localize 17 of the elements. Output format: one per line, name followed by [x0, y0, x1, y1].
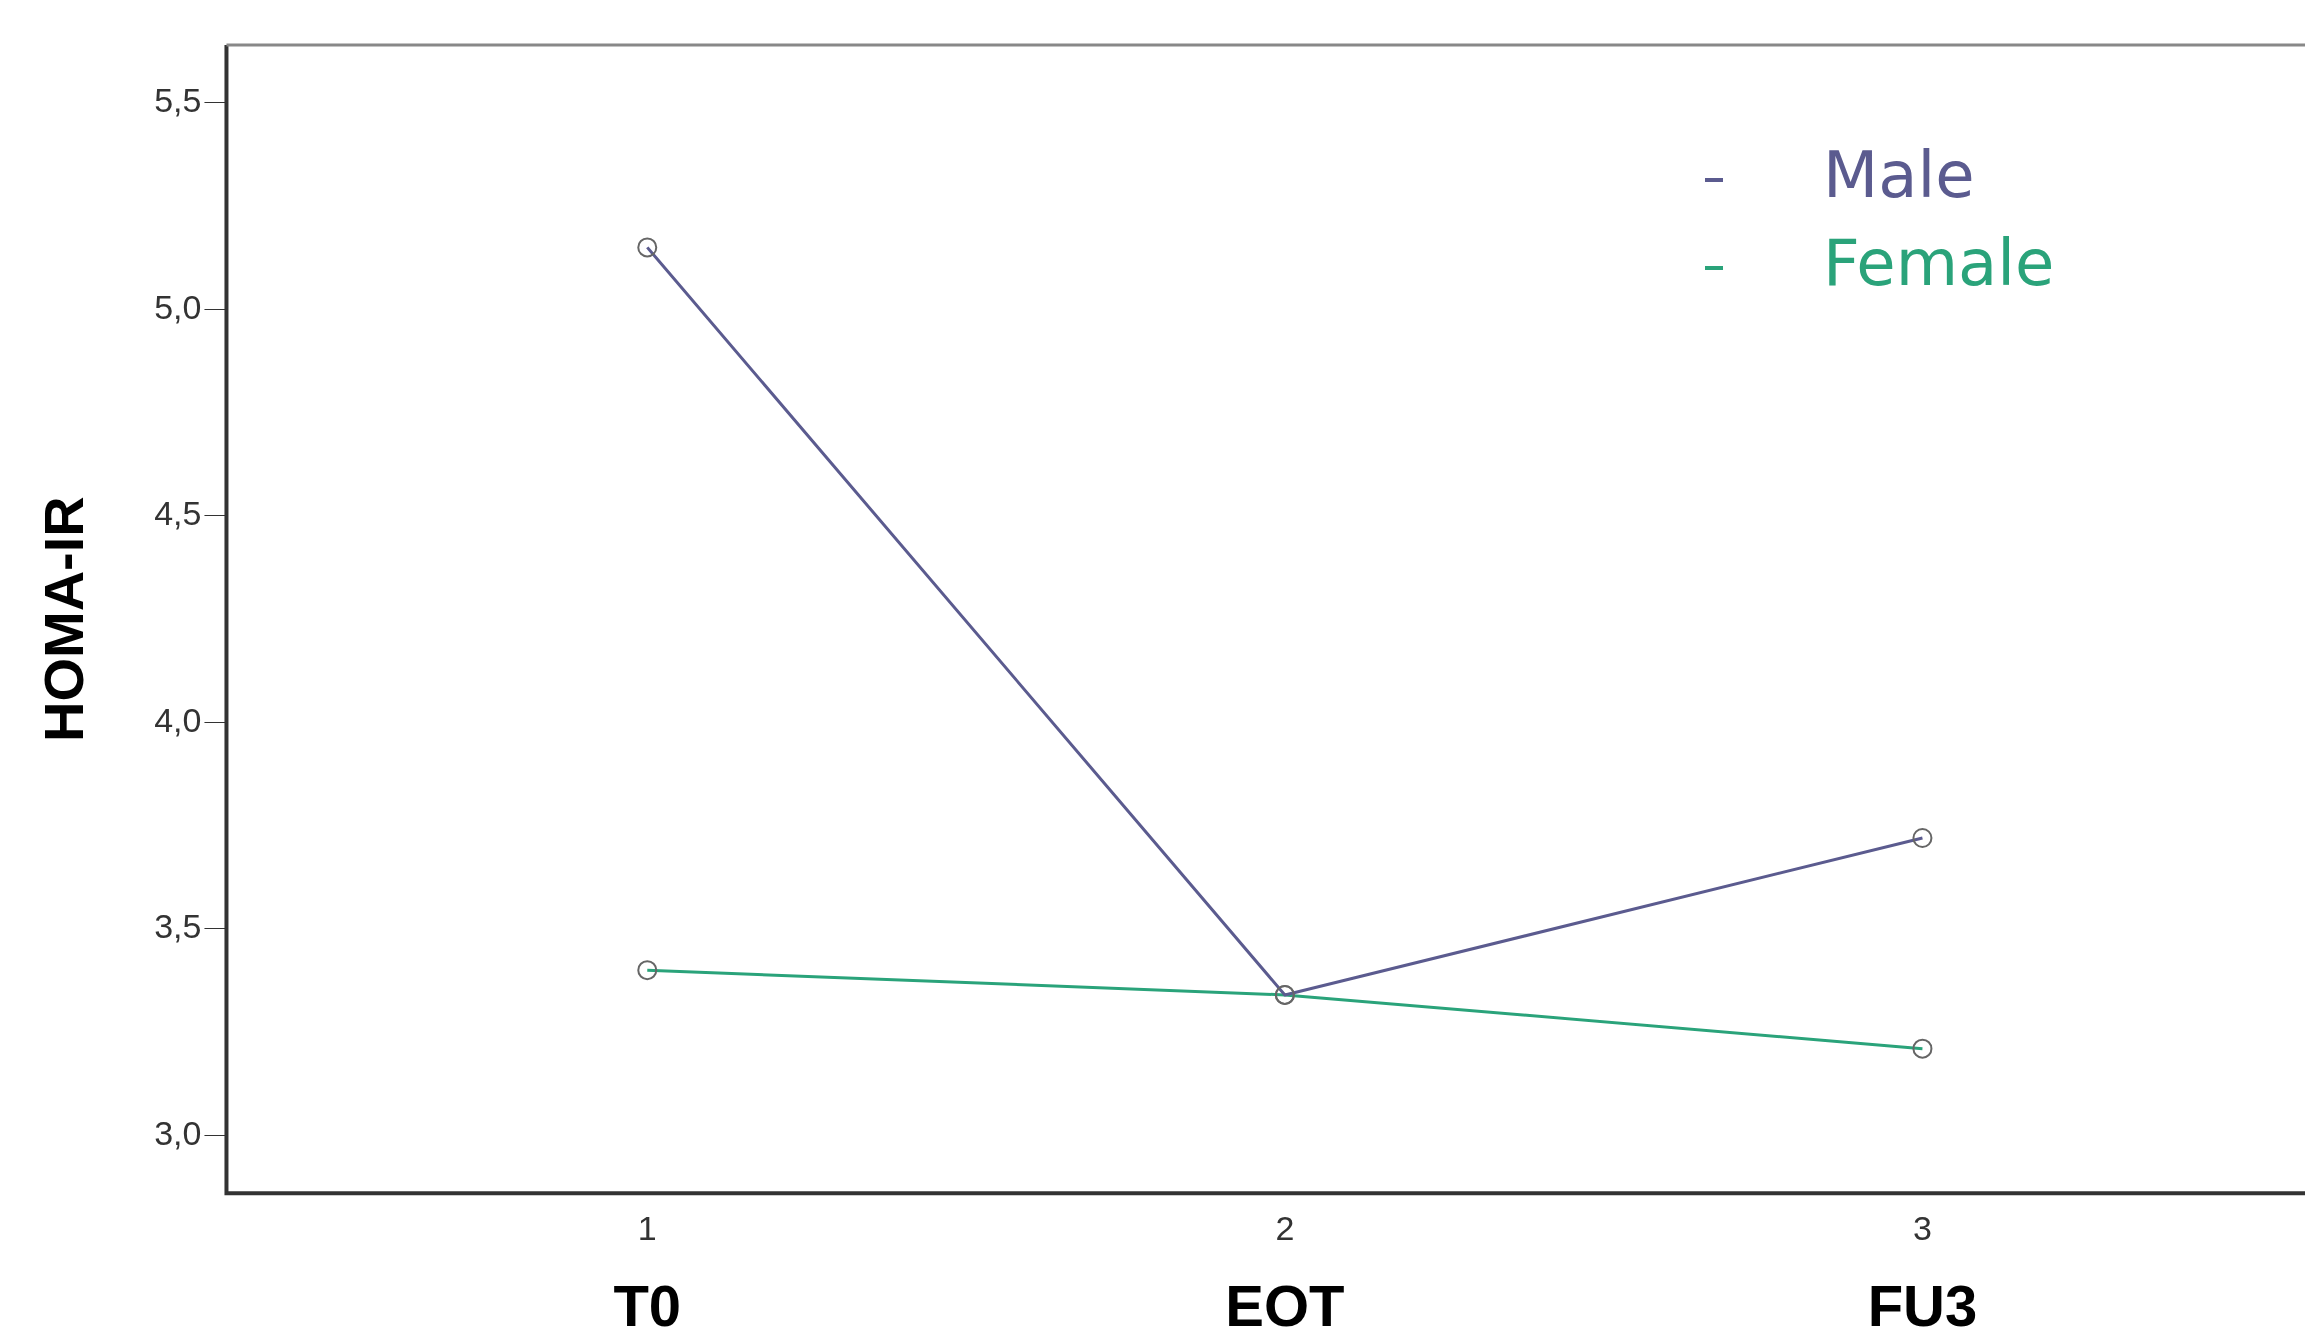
y-tick-label: 4,5 [154, 494, 202, 533]
point [637, 237, 658, 258]
x-tick-label: 3 [1912, 1208, 1932, 1247]
x-tick-label: 1 [637, 1208, 657, 1247]
legend-label: Female [1823, 225, 2055, 300]
y-axis-title: HOMA-IR [32, 496, 96, 742]
y-tick-label: 5,5 [154, 81, 202, 120]
y-tick-label: 5,0 [154, 287, 202, 326]
legend-label: Male [1823, 137, 1975, 212]
y-tick-label: 4,0 [154, 700, 202, 739]
text: EOT [1225, 1273, 1345, 1338]
y-tick-label: 3,0 [154, 1113, 202, 1152]
y-tick-label: 3,5 [154, 907, 202, 946]
text: T0 [613, 1273, 682, 1338]
text: FU3 [1867, 1273, 1978, 1338]
x-tick-label: 2 [1275, 1208, 1295, 1247]
point [1912, 828, 1933, 848]
